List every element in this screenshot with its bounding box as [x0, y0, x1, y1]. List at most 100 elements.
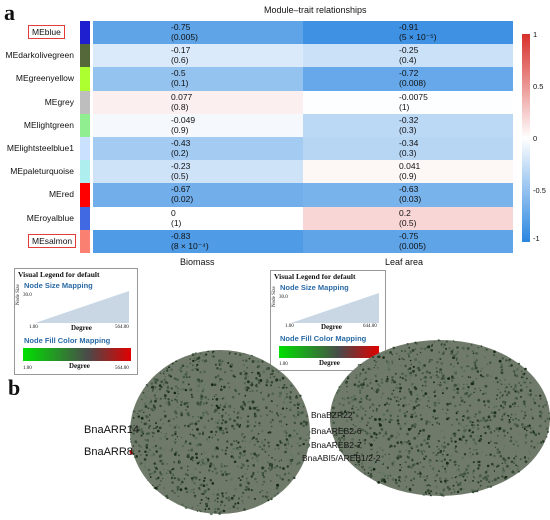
legend-color-gradient	[279, 346, 379, 358]
module-color-swatch	[80, 90, 90, 114]
module-color-swatch	[80, 183, 90, 207]
row-label: MEred	[48, 189, 74, 200]
heatmap-cell: -0.67 (0.02)	[93, 183, 303, 207]
cell-correlation: -0.75	[399, 230, 419, 241]
heatmap-cell: 0.041 (0.9)	[303, 160, 513, 184]
legend-size-min: 1.00	[29, 325, 38, 330]
cell-correlation: -0.25	[399, 45, 419, 56]
heatmap-cell: -0.049 (0.9)	[93, 113, 303, 137]
cell-pvalue: (0.9)	[171, 124, 189, 135]
heatmap-cell: -0.23 (0.5)	[93, 160, 303, 184]
network-b-nodes	[129, 350, 311, 516]
cell-correlation: -0.5	[171, 68, 186, 79]
legend-color-heading: Node Fill Color Mapping	[24, 336, 111, 345]
legend-size-min: 1.00	[285, 324, 294, 329]
module-color-swatch	[80, 206, 90, 230]
cell-pvalue: (0.03)	[399, 194, 422, 205]
heatmap-cell: -0.43 (0.2)	[93, 137, 303, 161]
gene-label-bnaabi5-areb1-2-2: BnaABI5/AREB1/2-2	[302, 453, 381, 463]
gene-label-bnaareb2-7: BnaAREB2-7	[311, 440, 362, 450]
cell-correlation: -0.43	[171, 138, 191, 148]
gene-label-bnaareb2-6: BnaAREB2-6	[311, 426, 362, 436]
cell-correlation: -0.63	[399, 184, 419, 195]
cell-pvalue: (0.3)	[399, 124, 417, 135]
cell-correlation: -0.67	[171, 184, 191, 195]
heatmap-cell: -0.34 (0.3)	[303, 137, 513, 161]
cell-correlation: -0.91	[399, 22, 419, 32]
legend-size-degree-max: 644.00	[363, 324, 377, 329]
heatmap-cell: -0.91 (5 × 10⁻⁵)	[303, 21, 513, 45]
cell-correlation: 0	[171, 207, 176, 218]
color-scale-tick: 0.5	[533, 82, 544, 91]
row-label: MEgrey	[44, 96, 74, 107]
cell-pvalue: (0.005)	[399, 240, 426, 251]
heatmap-cell: 0 (1)	[93, 206, 303, 230]
heatmap-cell: 0.2 (0.5)	[303, 206, 513, 230]
legend-title: Visual Legend for default	[274, 272, 356, 281]
cell-correlation: -0.75	[171, 22, 191, 32]
cell-correlation: -0.0075	[399, 91, 428, 102]
module-color-swatch	[80, 229, 90, 253]
heatmap-cell: -0.25 (0.4)	[303, 44, 513, 68]
panel-label-a: a	[4, 0, 15, 25]
panel-label-b: b	[8, 375, 21, 400]
heatmap-cell: -0.75 (0.005)	[303, 229, 513, 253]
legend-color-max: 564.00	[115, 366, 129, 371]
cell-pvalue: (0.8)	[171, 101, 189, 112]
cell-correlation: -0.32	[399, 114, 419, 125]
network-c-nodes	[330, 339, 550, 497]
cell-correlation: 0.077	[171, 91, 193, 102]
heatmap-cell: -0.83 (8 × 10⁻⁴)	[93, 229, 303, 253]
legend-size-wedge	[291, 293, 379, 323]
legend-size-heading: Node Size Mapping	[280, 283, 349, 292]
visual-legend-left: Visual Legend for default Node Size Mapp…	[14, 268, 138, 375]
correlation-color-scale	[522, 34, 530, 242]
heatmap-title: Module–trait relationships	[264, 5, 367, 15]
color-scale-tick: 0	[533, 134, 538, 143]
heatmap-cell: -0.5 (0.1)	[93, 67, 303, 91]
heatmap-cell: -0.17 (0.6)	[93, 44, 303, 68]
cell-pvalue: (8 × 10⁻⁴)	[171, 240, 209, 251]
row-label: MEsalmon	[28, 233, 77, 248]
cell-pvalue: (0.4)	[399, 55, 417, 66]
legend-size-max: 30.0	[23, 293, 32, 298]
cell-correlation: -0.23	[171, 161, 191, 172]
legend-color-gradient	[23, 348, 131, 361]
gene-label-bnabzr22: BnaBZR22	[311, 410, 353, 420]
legend-size-max: 30.0	[279, 295, 288, 300]
cell-pvalue: (0.02)	[171, 194, 194, 205]
gene-label-bnaarr14: BnaARR14	[84, 424, 140, 436]
row-label: MEgreenyellow	[15, 73, 74, 84]
legend-color-degree: Degree	[69, 362, 90, 370]
cell-correlation: -0.17	[171, 45, 191, 56]
legend-size-wedge	[35, 291, 129, 323]
cell-correlation: -0.83	[171, 230, 191, 241]
cell-pvalue: (0.5)	[171, 171, 189, 182]
row-label: MEpaleturquoise	[10, 166, 74, 177]
module-color-swatch	[80, 44, 90, 68]
row-label: MEdarkolivegreen	[5, 50, 74, 61]
cell-pvalue: (0.5)	[399, 217, 417, 228]
cell-correlation: -0.34	[399, 138, 419, 148]
heatmap-cell: -0.75 (0.005)	[93, 21, 303, 45]
cell-correlation: 0.041	[399, 161, 421, 172]
visual-legend-right: Visual Legend for default Node Size Mapp…	[270, 270, 386, 371]
cell-pvalue: (0.005)	[171, 32, 198, 42]
cell-correlation: -0.72	[399, 68, 419, 79]
row-label: MElightgreen	[23, 119, 74, 130]
module-color-swatch	[80, 21, 90, 45]
module-color-swatch	[80, 137, 90, 161]
module-color-swatch	[80, 113, 90, 137]
color-scale-tick: -0.5	[533, 186, 546, 195]
cell-pvalue: (0.6)	[171, 55, 189, 66]
legend-color-min: 1.00	[279, 362, 288, 367]
legend-title: Visual Legend for default	[18, 270, 100, 279]
heatmap-cell: 0.077 (0.8)	[93, 90, 303, 114]
heatmap-cell: -0.32 (0.3)	[303, 113, 513, 137]
row-label: MEroyalblue	[26, 212, 74, 223]
heatmap-cell: -0.63 (0.03)	[303, 183, 513, 207]
cell-pvalue: (5 × 10⁻⁵)	[399, 32, 437, 42]
cell-pvalue: (0.9)	[399, 171, 417, 182]
color-scale-tick: 1	[533, 30, 538, 39]
column-label-leaf-area: Leaf area	[385, 257, 424, 267]
